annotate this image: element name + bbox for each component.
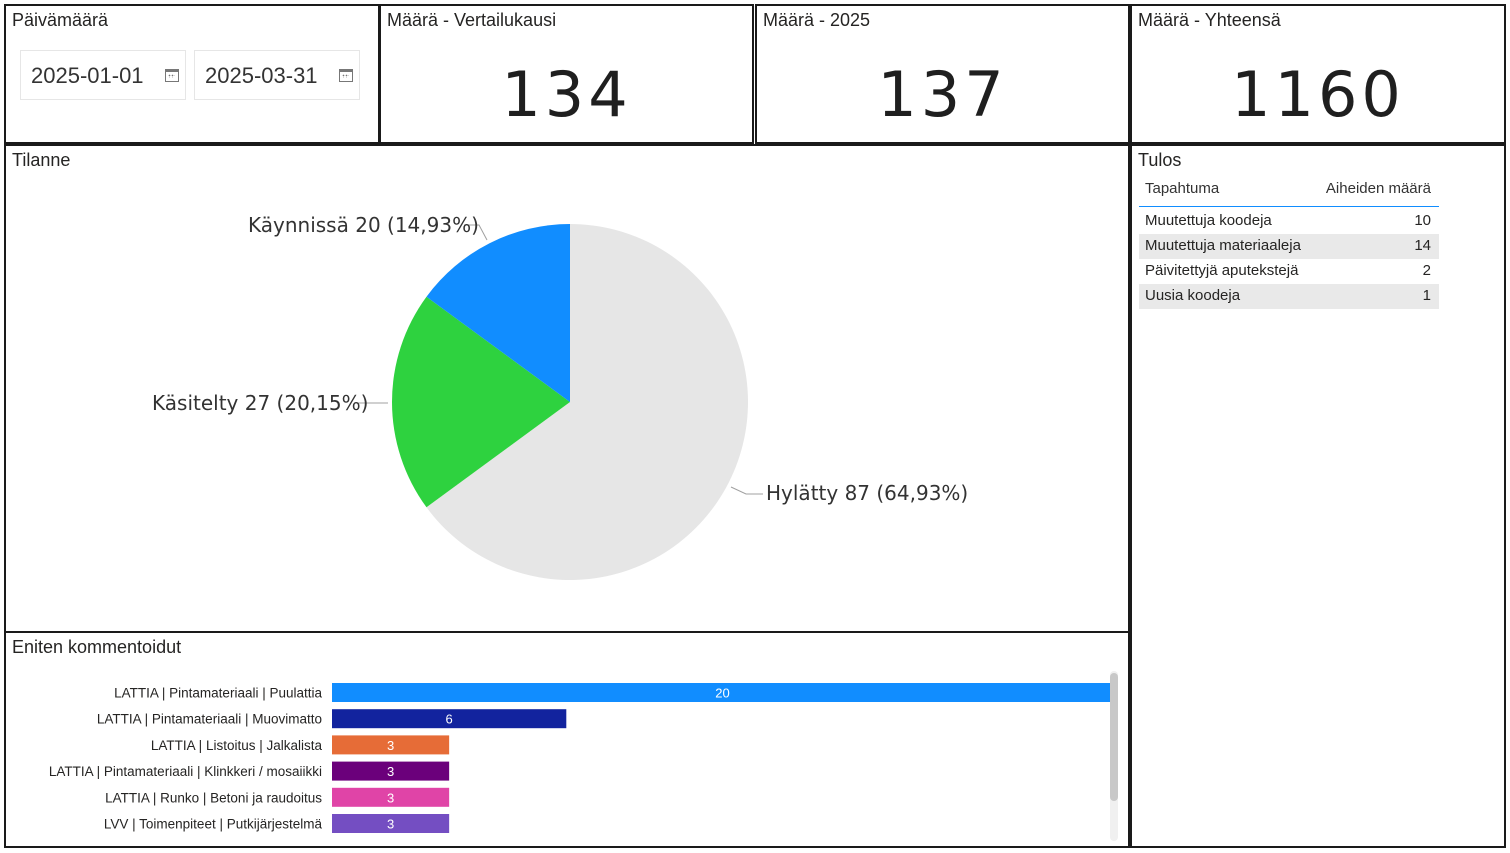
table-cell-count: 2 [1422, 262, 1431, 279]
table-header: Tapahtuma Aiheiden määrä [1139, 172, 1439, 207]
pie-slice-käynnissä[interactable] [426, 224, 570, 402]
table-row[interactable]: Muutettuja koodeja 10 [1139, 209, 1439, 234]
bar-chart-scrollbar-thumb[interactable] [1110, 673, 1118, 801]
bar-value-label: 3 [387, 764, 394, 779]
kpi-value: 134 [501, 58, 632, 131]
pie-leader-line [730, 486, 763, 495]
bar-category-label: LVV | Toimenpiteet | Putkijärjestelmä [104, 817, 323, 832]
bar[interactable] [332, 787, 450, 807]
pie-chart-title: Tilanne [12, 150, 71, 170]
bar-category-label: LATTIA | Runko | Betoni ja raudoitus [105, 790, 322, 805]
start-date-input[interactable]: 2025-01-01 [20, 50, 186, 100]
column-header-event[interactable]: Tapahtuma [1145, 180, 1220, 197]
table-row[interactable]: Päivitettyjä aputekstejä 2 [1139, 259, 1439, 284]
bar-value-label: 3 [387, 790, 394, 805]
bar[interactable] [332, 735, 450, 755]
bar-chart: LATTIA | Pintamateriaali | Puulattia 20 LA… [49, 683, 1111, 833]
result-table-title: Tulos [1138, 150, 1182, 170]
bar[interactable] [332, 761, 450, 781]
bar-value-label: 3 [387, 817, 394, 832]
bar[interactable] [332, 814, 450, 833]
start-date-value: 2025-01-01 [31, 63, 144, 88]
result-table-panel: Tulos Tapahtuma Aiheiden määrä Muutettuj… [1130, 144, 1506, 848]
bar-chart-title: Eniten kommentoidut [12, 637, 182, 657]
table-cell-count: 14 [1414, 237, 1431, 254]
table-row[interactable]: Uusia koodeja 1 [1139, 284, 1439, 309]
kpi-title: Määrä - Vertailukausi [387, 10, 557, 30]
pie-slice-käsitelty[interactable] [391, 296, 570, 508]
pie-label-kaynnissa: Käynnissä 20 (14,93%) [248, 213, 479, 237]
kpi-card-comparison: Määrä - Vertailukausi 134 [379, 4, 754, 144]
kpi-title: Määrä - 2025 [763, 10, 871, 30]
kpi-title: Määrä - Yhteensä [1138, 10, 1281, 30]
date-slicer-title: Päivämäärä [12, 10, 109, 30]
table-cell-count: 10 [1414, 212, 1431, 229]
bar[interactable] [332, 709, 567, 729]
bar-category-label: LATTIA | Pintamateriaali | Klinkkeri / m… [49, 764, 322, 779]
table-cell-event: Päivitettyjä aputekstejä [1145, 262, 1299, 279]
end-date-value: 2025-03-31 [205, 63, 318, 88]
table-cell-event: Muutettuja koodeja [1145, 212, 1272, 229]
bar-chart-panel: Eniten kommentoidut LATTIA | Pintamateri… [4, 631, 1130, 848]
calendar-icon[interactable] [165, 69, 179, 82]
bar-value-label: 6 [446, 712, 453, 727]
kpi-card-total: Määrä - Yhteensä 1160 [1130, 4, 1506, 144]
result-table: Tapahtuma Aiheiden määrä Muutettuja kood… [1139, 172, 1439, 309]
pie-label-kasitelty: Käsitelty 27 (20,15%) [152, 391, 368, 415]
kpi-card-2025: Määrä - 2025 137 [755, 4, 1130, 144]
table-cell-event: Muutettuja materiaaleja [1145, 237, 1301, 254]
column-header-count[interactable]: Aiheiden määrä [1325, 180, 1431, 197]
pie-label-hylatty: Hylätty 87 (64,93%) [766, 481, 968, 505]
bar-value-label: 3 [387, 738, 394, 753]
bar[interactable] [332, 683, 1111, 702]
bar-category-label: LATTIA | Pintamateriaali | Muovimatto [97, 712, 322, 727]
end-date-input[interactable]: 2025-03-31 [194, 50, 360, 100]
table-cell-event: Uusia koodeja [1145, 287, 1241, 304]
calendar-icon[interactable] [339, 69, 353, 82]
bar-value-label: 20 [715, 686, 729, 701]
pie-chart: Hylätty 87 (64,93%) Käsitelty 27 (20,15%… [152, 213, 968, 580]
bar-category-label: LATTIA | Listoitus | Jalkalista [151, 738, 323, 753]
pie-slice-hylätty[interactable] [426, 224, 748, 580]
bar-category-label: LATTIA | Pintamateriaali | Puulattia [114, 686, 322, 701]
kpi-value: 137 [877, 58, 1008, 131]
pie-chart-panel: Tilanne Hylätty 87 (64,93%) Käsitelty 27… [4, 144, 1130, 633]
kpi-value: 1160 [1231, 58, 1405, 131]
pie-leader-line [464, 224, 488, 241]
table-cell-count: 1 [1422, 287, 1431, 304]
date-slicer-panel: Päivämäärä 2025-01-01 2025-03-31 [4, 4, 380, 144]
table-row[interactable]: Muutettuja materiaaleja 14 [1139, 234, 1439, 259]
